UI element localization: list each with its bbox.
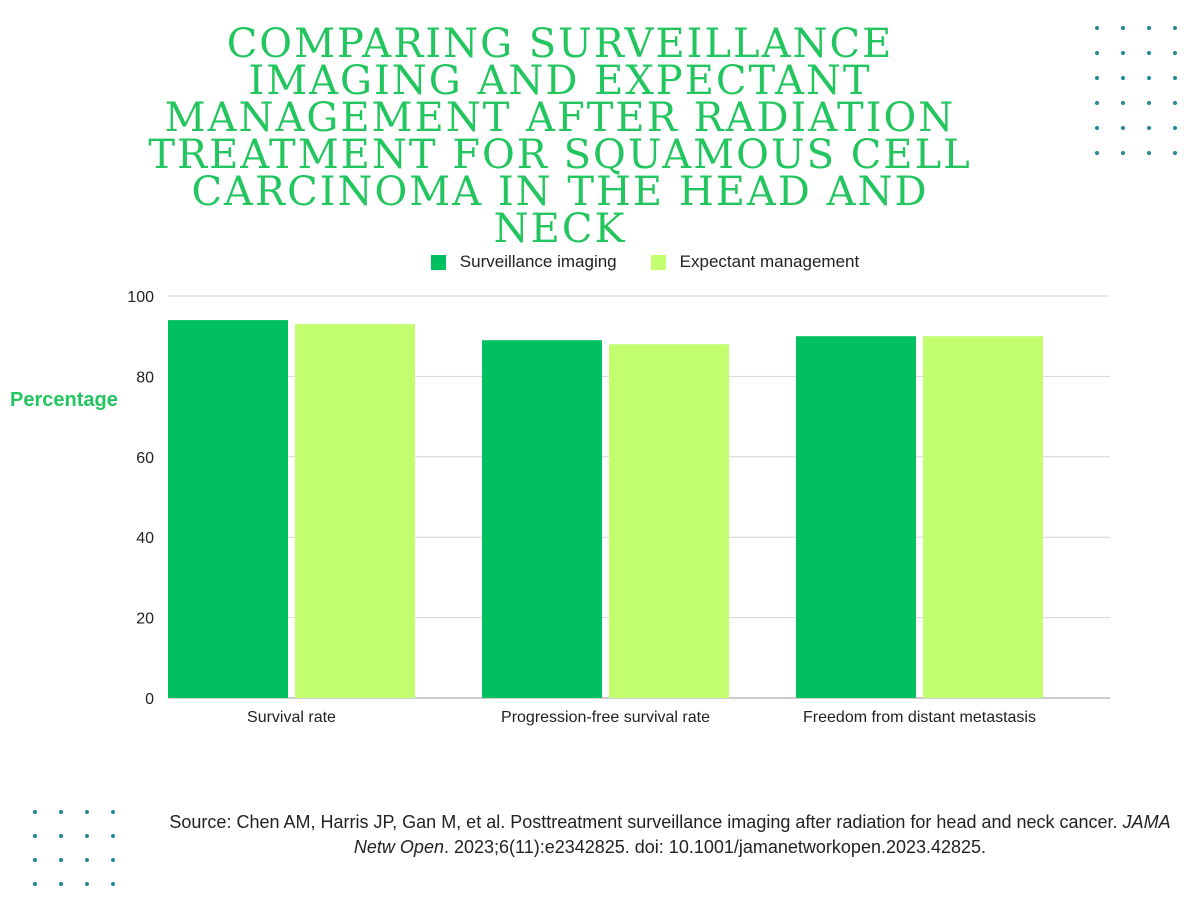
decorative-dot xyxy=(1121,151,1125,155)
bar-surveillance xyxy=(168,320,288,698)
decorative-dot xyxy=(1095,51,1099,55)
decorative-dot xyxy=(33,858,37,862)
decorative-dot xyxy=(1173,51,1177,55)
decorative-dot xyxy=(33,834,37,838)
decorative-dot xyxy=(1121,51,1125,55)
decorative-dot xyxy=(111,810,115,814)
decorative-dot xyxy=(1121,101,1125,105)
decorative-dot xyxy=(1173,101,1177,105)
decorative-dot xyxy=(111,858,115,862)
decorative-dot xyxy=(1173,26,1177,30)
x-tick-label: Survival rate xyxy=(247,709,336,726)
y-axis-label: Percentage xyxy=(10,389,118,411)
x-tick-label: Freedom from distant metastasis xyxy=(803,709,1036,726)
bar-surveillance xyxy=(482,340,602,698)
decorative-dot xyxy=(1147,151,1151,155)
decorative-dot xyxy=(1147,76,1151,80)
legend-swatch-expectant xyxy=(650,254,666,270)
x-tick-label: Progression-free survival rate xyxy=(501,709,710,726)
decorative-dot xyxy=(33,810,37,814)
decorative-dot xyxy=(1121,26,1125,30)
decorative-dot xyxy=(111,882,115,886)
decorative-dot xyxy=(1173,126,1177,130)
bar-expectant xyxy=(295,324,415,698)
decorative-dot xyxy=(59,810,63,814)
decorative-dot xyxy=(111,834,115,838)
decorative-dot xyxy=(59,858,63,862)
decorative-dot xyxy=(85,858,89,862)
y-tick-label: 60 xyxy=(136,450,154,467)
decorative-dot xyxy=(1095,151,1099,155)
y-tick-label: 0 xyxy=(145,691,154,708)
bar-expectant xyxy=(609,344,729,698)
decorative-dot xyxy=(85,810,89,814)
decorative-dot xyxy=(1095,76,1099,80)
bar-surveillance xyxy=(796,336,916,698)
decorative-dot xyxy=(59,882,63,886)
decorative-dot xyxy=(1147,26,1151,30)
y-tick-label: 80 xyxy=(136,369,154,386)
legend-label-surveillance: Surveillance imaging xyxy=(459,252,617,271)
decorative-dot xyxy=(59,834,63,838)
legend-label-expectant: Expectant management xyxy=(679,252,860,271)
source-journal: JAMA Netw Open xyxy=(353,812,1171,857)
decorative-dot xyxy=(1173,151,1177,155)
decorative-dot xyxy=(1147,101,1151,105)
source-prefix: Source: Chen AM, Harris JP, Gan M, et al… xyxy=(169,812,1123,832)
decorative-dot xyxy=(1095,126,1099,130)
decorative-dot xyxy=(85,882,89,886)
bar-expectant xyxy=(923,336,1043,698)
decorative-dot xyxy=(1121,76,1125,80)
decorative-dot xyxy=(1095,101,1099,105)
decorative-dot xyxy=(33,882,37,886)
chart-legend: Surveillance imaging Expectant managemen… xyxy=(0,252,1200,272)
decorative-dot-grid-bottom-left xyxy=(33,810,115,886)
chart-title: Comparing surveillance imaging and expec… xyxy=(148,21,972,252)
y-tick-label: 100 xyxy=(127,289,154,306)
y-tick-label: 40 xyxy=(136,530,154,547)
legend-item-surveillance: Surveillance imaging xyxy=(430,252,617,272)
decorative-dot xyxy=(1173,76,1177,80)
decorative-dot xyxy=(1121,126,1125,130)
decorative-dot xyxy=(1095,26,1099,30)
decorative-dot xyxy=(1147,126,1151,130)
legend-item-expectant: Expectant management xyxy=(650,252,860,272)
decorative-dot xyxy=(1147,51,1151,55)
source-citation: Source: Chen AM, Harris JP, Gan M, et al… xyxy=(150,810,1190,860)
y-tick-label: 20 xyxy=(136,611,154,628)
legend-swatch-surveillance xyxy=(430,254,446,270)
source-suffix: . 2023;6(11):e2342825. doi: 10.1001/jama… xyxy=(443,837,987,857)
decorative-dot xyxy=(85,834,89,838)
decorative-dot-grid-top-right xyxy=(1095,26,1177,155)
